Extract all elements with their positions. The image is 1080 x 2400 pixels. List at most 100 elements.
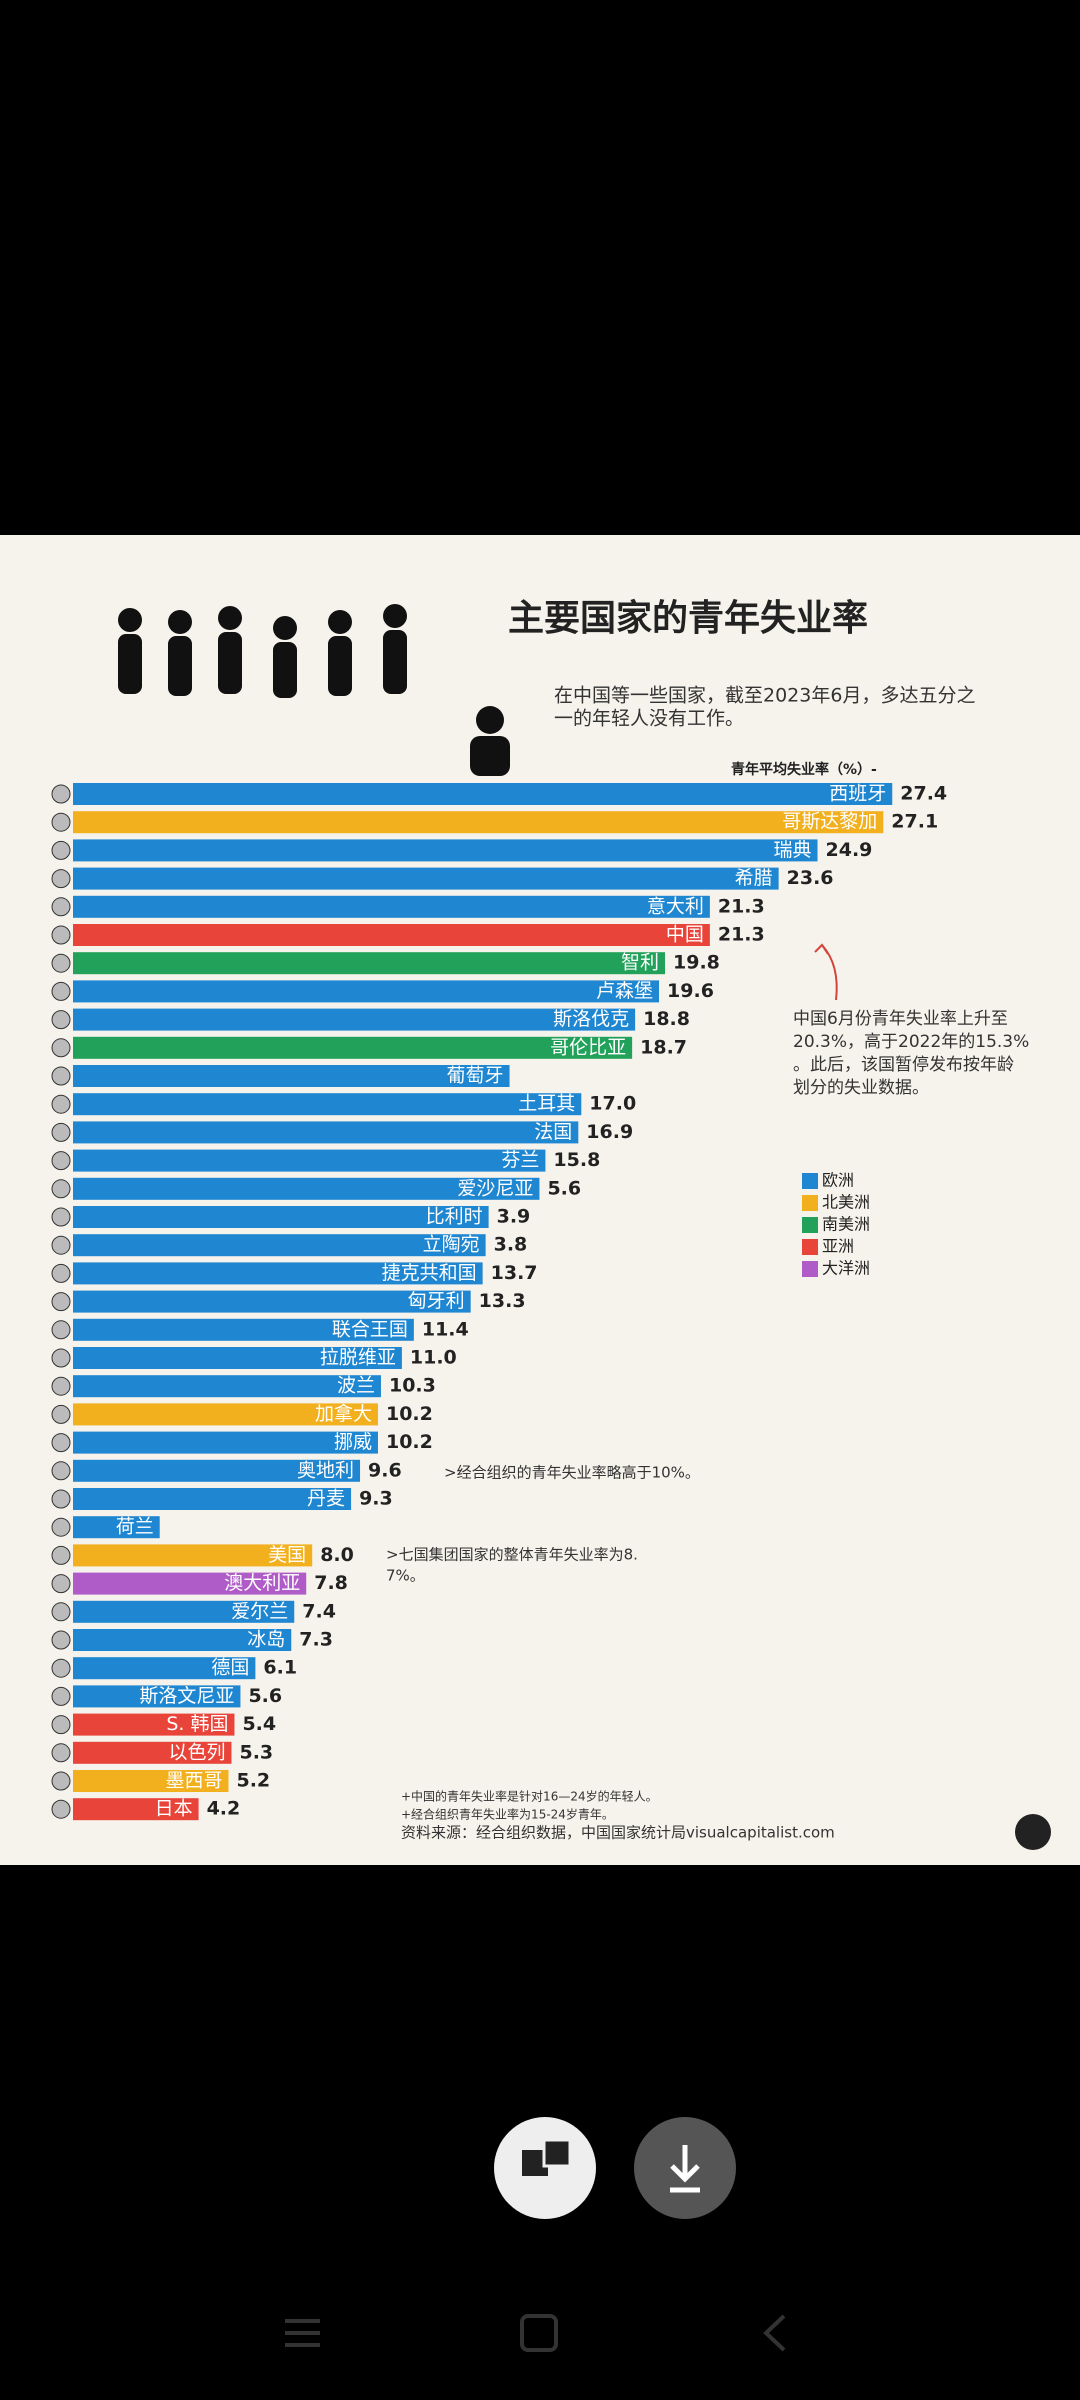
bar [73, 1572, 307, 1595]
flag [51, 1376, 71, 1396]
flag [51, 1235, 71, 1255]
flag [51, 1574, 71, 1594]
bar-label: 澳大利亚 [224, 1572, 300, 1594]
value-label: 10.3 [389, 1375, 436, 1397]
footnote: +经合组织青年失业率为15-24岁青年。 [401, 1807, 614, 1822]
value-label: 5.6 [248, 1685, 282, 1707]
value-label: 10.2 [386, 1403, 433, 1425]
bar [73, 1065, 510, 1087]
value-label: 10.2 [386, 1431, 433, 1453]
flag [51, 1151, 71, 1171]
value-label: 24.9 [826, 839, 873, 861]
bar [73, 924, 710, 946]
value-label: 9.3 [359, 1488, 393, 1510]
bar-label: 联合王国 [332, 1318, 408, 1340]
legend-label: 北美洲 [822, 1193, 870, 1212]
bar-label: 西班牙 [829, 783, 886, 805]
bar-label: 瑞典 [773, 839, 811, 861]
bar [73, 980, 660, 1003]
bar [73, 1234, 486, 1257]
bar-label: 葡萄牙 [447, 1065, 504, 1087]
legend-swatch [802, 1261, 818, 1277]
chart-title: 主要国家的青年失业率 [508, 598, 868, 639]
bar [73, 1206, 489, 1228]
annotation: >七国集团国家的整体青年失业率为8. [386, 1546, 638, 1564]
bar [73, 1685, 241, 1708]
bar-label: 比利时 [426, 1206, 483, 1228]
value-label: 18.8 [643, 1008, 690, 1030]
translate-icon [542, 2138, 572, 2168]
value-label: 19.6 [667, 980, 714, 1002]
flag [51, 1545, 71, 1565]
nav-home[interactable] [520, 2314, 558, 2352]
flag [51, 1602, 71, 1622]
bar-label: 中国 [666, 924, 704, 946]
flag [51, 840, 71, 860]
source: 资料来源：经合组织数据，中国国家统计局visualcapitalist.com [401, 1824, 835, 1842]
legend-label: 欧洲 [822, 1171, 854, 1190]
flag [51, 1263, 71, 1283]
flag [51, 1404, 71, 1424]
bar-label: S. 韩国 [166, 1713, 228, 1735]
value-label: 17.0 [589, 1093, 636, 1115]
flag [51, 1686, 71, 1706]
bar [73, 1093, 582, 1116]
bar [73, 1121, 579, 1144]
annotation: 7%。 [386, 1567, 425, 1585]
annotation: 划分的失业数据。 [793, 1078, 929, 1098]
bar [73, 952, 666, 975]
value-label: 3.9 [497, 1206, 531, 1228]
bar-label: 加拿大 [315, 1402, 372, 1425]
bar-label: 奥地利 [297, 1459, 354, 1481]
arrow-head [814, 943, 829, 955]
flag [51, 925, 71, 945]
value-label: 3.8 [494, 1234, 528, 1256]
value-label: 4.2 [207, 1798, 241, 1820]
bar [73, 1770, 229, 1792]
flag [51, 1094, 71, 1114]
bar-label: 丹麦 [307, 1488, 345, 1510]
annotation: 20.3%，高于2022年的15.3% [793, 1032, 1029, 1052]
bar-label: 以色列 [168, 1741, 225, 1763]
value-label: 23.6 [787, 867, 834, 889]
bar-label: 捷克共和国 [382, 1262, 477, 1284]
bar-label: 希腊 [735, 867, 773, 889]
flag [51, 1348, 71, 1368]
flag [51, 812, 71, 832]
bar-label: 斯洛文尼亚 [139, 1685, 234, 1707]
flag [51, 953, 71, 973]
flag [51, 1433, 71, 1453]
nav-menu[interactable] [285, 2319, 320, 2347]
flag [51, 784, 71, 804]
value-label: 15.8 [553, 1149, 600, 1171]
footnote: +中国的青年失业率是针对16—24岁的年轻人。 [401, 1789, 658, 1804]
bar [73, 1262, 483, 1285]
bar-label: 波兰 [337, 1375, 375, 1397]
bar [73, 1375, 381, 1398]
bar [73, 1431, 378, 1454]
bar [73, 1177, 540, 1200]
value-label: 21.3 [718, 895, 765, 917]
legend-swatch [802, 1217, 818, 1233]
value-label: 27.1 [891, 811, 938, 833]
value-label: 19.8 [673, 952, 720, 974]
bar [73, 839, 818, 862]
download-icon [670, 2145, 700, 2193]
flag [51, 1630, 71, 1650]
value-label: 27.4 [900, 783, 947, 805]
value-label: 9.6 [368, 1459, 402, 1481]
value-label: 5.4 [242, 1713, 276, 1735]
bar-label: 卢森堡 [596, 980, 653, 1002]
logo [1015, 1814, 1051, 1850]
annotation: >经合组织的青年失业率略高于10%。 [444, 1464, 700, 1482]
nav-back[interactable] [763, 2314, 786, 2352]
bar-label: 哥斯达黎加 [782, 811, 877, 833]
flag [51, 1715, 71, 1735]
value-label: 7.4 [302, 1600, 336, 1622]
bar [73, 1318, 414, 1341]
flag [51, 1658, 71, 1678]
bar [73, 867, 779, 890]
flag [51, 1461, 71, 1481]
